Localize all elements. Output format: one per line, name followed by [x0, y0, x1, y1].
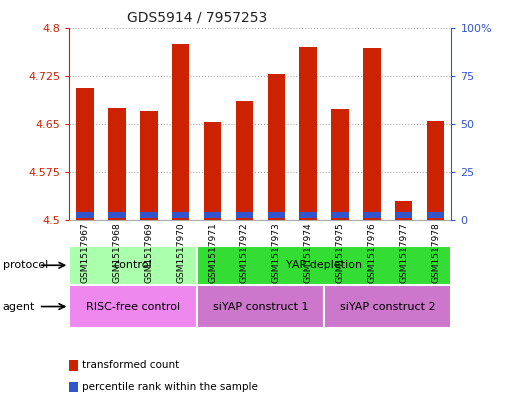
- Bar: [363, 212, 381, 218]
- Text: siYAP construct 2: siYAP construct 2: [340, 301, 436, 312]
- Bar: [140, 212, 157, 218]
- Bar: [427, 121, 444, 220]
- Bar: [172, 212, 189, 218]
- Text: GSM1517978: GSM1517978: [431, 222, 440, 283]
- Text: control: control: [114, 260, 152, 270]
- Text: GSM1517975: GSM1517975: [336, 222, 344, 283]
- Bar: [108, 212, 126, 218]
- Text: GDS5914 / 7957253: GDS5914 / 7957253: [127, 11, 267, 25]
- Text: protocol: protocol: [3, 260, 48, 270]
- Bar: [204, 212, 221, 218]
- Text: GSM1517969: GSM1517969: [144, 222, 153, 283]
- Bar: [427, 212, 444, 218]
- Text: agent: agent: [3, 301, 35, 312]
- Text: RISC-free control: RISC-free control: [86, 301, 180, 312]
- Text: siYAP construct 1: siYAP construct 1: [212, 301, 308, 312]
- Bar: [300, 212, 317, 218]
- Bar: [331, 212, 349, 218]
- Bar: [300, 47, 317, 220]
- Bar: [235, 212, 253, 218]
- Text: YAP depletion: YAP depletion: [286, 260, 362, 270]
- Bar: [69, 285, 196, 328]
- Text: GSM1517977: GSM1517977: [399, 222, 408, 283]
- Bar: [204, 122, 221, 220]
- Bar: [395, 201, 412, 220]
- Text: GSM1517971: GSM1517971: [208, 222, 217, 283]
- Text: GSM1517976: GSM1517976: [367, 222, 377, 283]
- Bar: [363, 48, 381, 220]
- Bar: [172, 44, 189, 220]
- Bar: [69, 246, 196, 285]
- Text: GSM1517970: GSM1517970: [176, 222, 185, 283]
- Bar: [267, 212, 285, 218]
- Bar: [196, 246, 451, 285]
- Bar: [395, 212, 412, 218]
- Text: percentile rank within the sample: percentile rank within the sample: [82, 382, 258, 392]
- Bar: [108, 108, 126, 220]
- Text: GSM1517967: GSM1517967: [81, 222, 90, 283]
- Text: transformed count: transformed count: [82, 360, 180, 371]
- Bar: [331, 109, 349, 220]
- Bar: [76, 88, 94, 220]
- Text: GSM1517973: GSM1517973: [272, 222, 281, 283]
- Bar: [235, 101, 253, 220]
- Text: GSM1517972: GSM1517972: [240, 222, 249, 283]
- Bar: [76, 212, 94, 218]
- Bar: [140, 111, 157, 220]
- Bar: [196, 285, 324, 328]
- Bar: [267, 74, 285, 220]
- Text: GSM1517968: GSM1517968: [112, 222, 122, 283]
- Bar: [324, 285, 451, 328]
- Text: GSM1517974: GSM1517974: [304, 222, 312, 283]
